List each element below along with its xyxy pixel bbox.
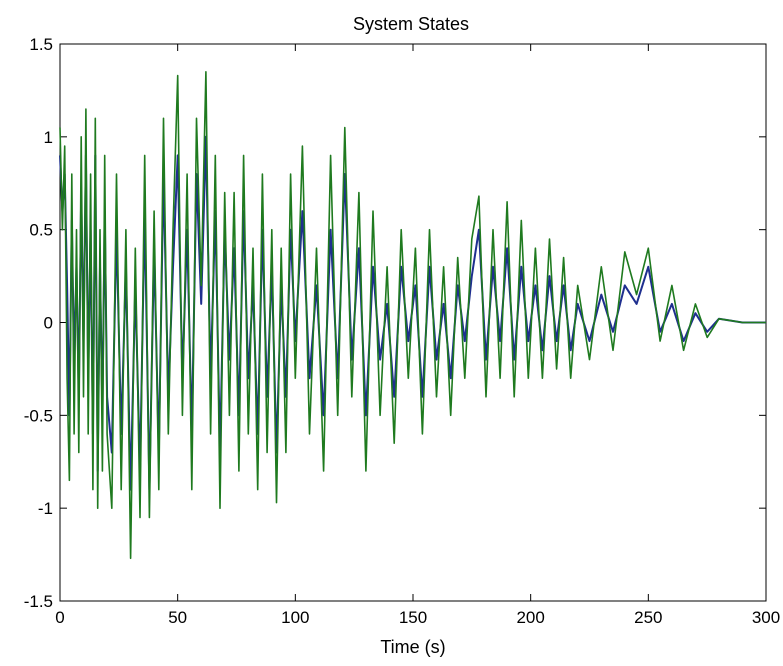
y-tick-label: 1 bbox=[44, 128, 53, 147]
y-tick-label: 0 bbox=[44, 314, 53, 333]
x-tick-label: 50 bbox=[168, 608, 187, 627]
y-tick-label: -1.5 bbox=[24, 592, 53, 611]
x-tick-label: 250 bbox=[634, 608, 662, 627]
x-axis-ticks: 0 50 100 150 200 250 300 bbox=[55, 44, 780, 627]
x-tick-label: 200 bbox=[516, 608, 544, 627]
x-tick-label: 100 bbox=[281, 608, 309, 627]
y-tick-label: -1 bbox=[38, 499, 53, 518]
series-line-2 bbox=[59, 71, 766, 560]
plot-area bbox=[59, 43, 767, 602]
y-tick-label: 0.5 bbox=[29, 221, 53, 240]
x-tick-label: 0 bbox=[55, 608, 64, 627]
y-axis-ticks: -1.5 -1 -0.5 0 0.5 1 1.5 bbox=[24, 35, 766, 611]
chart-title: System States bbox=[353, 14, 469, 34]
y-tick-label: 1.5 bbox=[29, 35, 53, 54]
x-axis-label: Time (s) bbox=[380, 637, 445, 657]
y-tick-label: -0.5 bbox=[24, 406, 53, 425]
x-tick-label: 300 bbox=[752, 608, 780, 627]
x-tick-label: 150 bbox=[399, 608, 427, 627]
series-lines bbox=[59, 71, 766, 560]
